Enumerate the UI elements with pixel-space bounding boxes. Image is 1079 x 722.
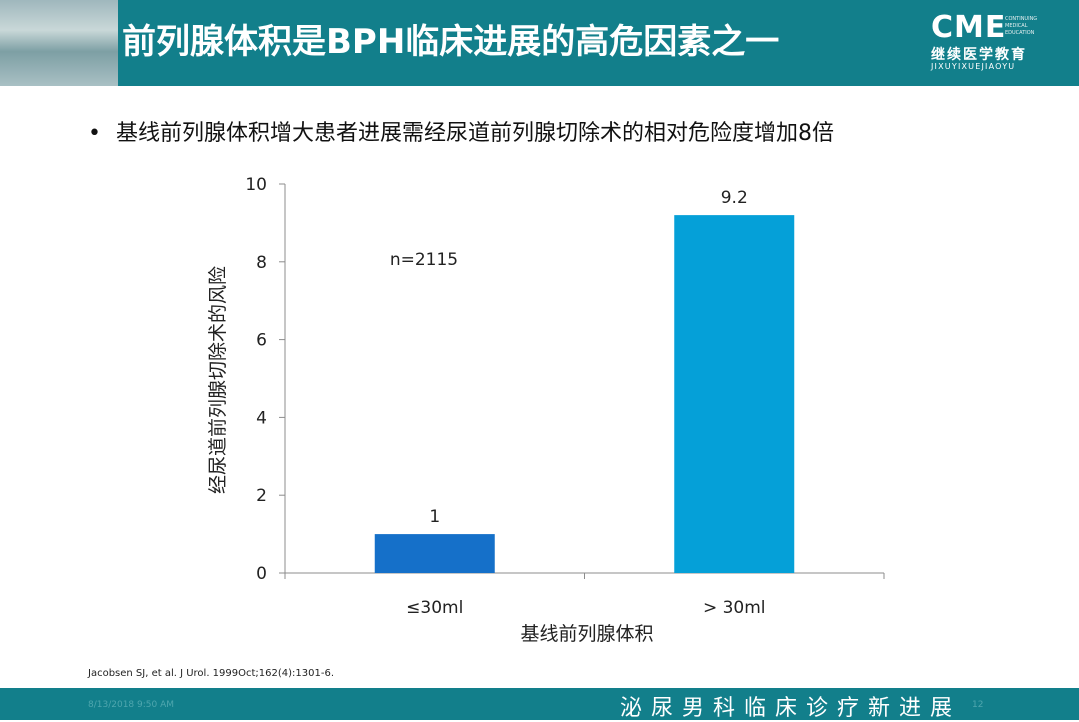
x-tick-label: ≤30ml xyxy=(406,598,463,618)
bar xyxy=(374,534,495,573)
bar xyxy=(674,215,795,573)
header-waterfall-image xyxy=(0,0,118,86)
y-tick-label: 10 xyxy=(245,175,267,195)
chart-annotation: n=2115 xyxy=(390,250,458,270)
footer-title: 泌尿男科临床诊疗新进展 xyxy=(620,696,962,721)
header-band xyxy=(118,0,1079,86)
y-tick-label: 6 xyxy=(256,331,267,351)
citation: Jacobsen SJ, et al. J Urol. 1999Oct;162(… xyxy=(88,668,335,679)
cme-logo: CME CONTINUING MEDICAL EDUCATION 继续医学教育 … xyxy=(925,10,1075,76)
data-label: 9.2 xyxy=(721,188,748,208)
y-tick-label: 4 xyxy=(256,408,267,428)
bullet-dot-icon: • xyxy=(88,121,101,146)
logo-cme-text: CME xyxy=(931,10,1007,45)
logo-small-line: EDUCATION xyxy=(1005,30,1035,36)
y-tick-label: 2 xyxy=(256,486,267,506)
data-label: 1 xyxy=(429,507,440,527)
logo-chinese: 继续医学教育 xyxy=(931,47,1027,63)
footer: 8/13/2018 9:50 AM 泌尿男科临床诊疗新进展 12 xyxy=(0,688,1079,721)
logo-small-line: CONTINUING xyxy=(1005,16,1038,22)
bullet-item: • 基线前列腺体积增大患者进展需经尿道前列腺切除术的相对危险度增加8倍 xyxy=(88,115,834,147)
slide-title: 前列腺体积是BPH临床进展的高危因素之一 xyxy=(122,22,780,62)
logo-pinyin: JIXUYIXUEJIAOYU xyxy=(931,62,1016,71)
footer-date: 8/13/2018 9:50 AM xyxy=(88,700,175,710)
logo-small-text: CONTINUING MEDICAL EDUCATION xyxy=(1005,16,1037,37)
x-axis-title: 基线前列腺体积 xyxy=(520,623,653,645)
footer-page-number: 12 xyxy=(972,700,984,710)
x-tick-label: > 30ml xyxy=(703,598,766,618)
header: 前列腺体积是BPH临床进展的高危因素之一 CME CONTINUING MEDI… xyxy=(0,0,1079,86)
y-tick-label: 8 xyxy=(256,253,267,273)
logo-small-line: MEDICAL xyxy=(1005,23,1028,29)
y-axis-title: 经尿道前列腺切除术的风险 xyxy=(207,266,229,494)
y-tick-label: 0 xyxy=(256,564,267,584)
bullet-text: 基线前列腺体积增大患者进展需经尿道前列腺切除术的相对危险度增加8倍 xyxy=(116,121,834,146)
